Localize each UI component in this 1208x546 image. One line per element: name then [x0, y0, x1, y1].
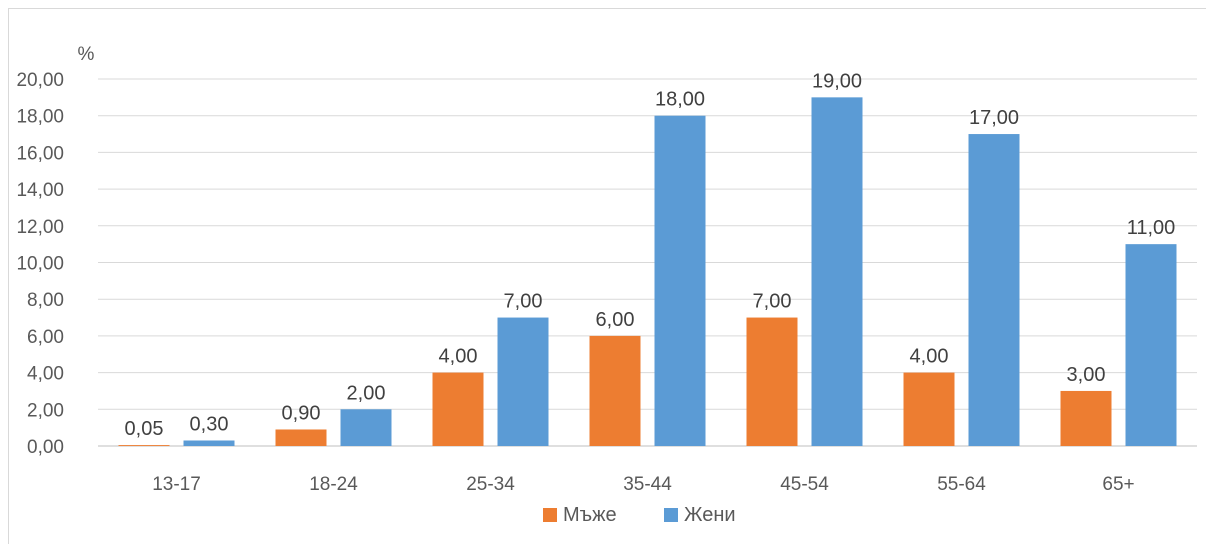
legend-label: Мъже [563, 504, 617, 526]
data-label: 17,00 [969, 107, 1019, 129]
data-label: 7,00 [753, 291, 792, 313]
data-label: 0,90 [282, 402, 321, 424]
x-axis-tick-labels: 13-17 18-24 25-34 35-44 45-54 55-64 65+ [152, 474, 1134, 495]
y-tick-label: 18,00 [16, 107, 64, 128]
gridlines [98, 78, 1197, 447]
data-labels: 0,05 0,30 0,90 2,00 4,00 7,00 6,00 18,00 7,00 19,… [125, 70, 1176, 440]
bar-women [183, 440, 235, 446]
legend-label: Жени [684, 504, 736, 526]
legend-swatch [543, 508, 557, 522]
bar-men [118, 445, 170, 446]
bar-men [903, 372, 955, 446]
x-tick-label: 45-54 [780, 474, 829, 495]
data-label: 11,00 [1127, 217, 1176, 239]
bar-men [432, 372, 484, 446]
bar-women [968, 134, 1020, 447]
bar-women [1125, 244, 1177, 446]
y-tick-label: 8,00 [27, 290, 64, 311]
x-tick-label: 25-34 [466, 474, 515, 495]
data-label: 0,30 [190, 413, 229, 435]
data-label: 7,00 [504, 291, 543, 313]
y-tick-label: 12,00 [16, 217, 64, 238]
y-axis-tick-labels: 0,00 2,00 4,00 6,00 8,00 10,00 12,00 14,00 16,00… [16, 70, 64, 458]
bar-men [589, 335, 641, 446]
x-tick-label: 18-24 [309, 474, 358, 495]
data-label: 19,00 [812, 70, 862, 92]
y-tick-label: 6,00 [27, 327, 64, 348]
legend-swatch [664, 508, 678, 522]
x-tick-label: 13-17 [152, 474, 201, 495]
y-tick-label: 20,00 [16, 70, 64, 91]
bar-women [654, 115, 706, 446]
data-label: 6,00 [596, 309, 635, 331]
legend: Мъже Жени [543, 504, 736, 526]
data-label: 3,00 [1067, 364, 1106, 386]
y-tick-label: 0,00 [27, 437, 64, 458]
data-label: 18,00 [655, 89, 705, 111]
y-tick-label: 16,00 [16, 143, 64, 164]
data-label: 2,00 [347, 382, 386, 404]
data-label: 0,05 [125, 418, 164, 440]
y-tick-label: 4,00 [27, 364, 64, 385]
bar-men [746, 317, 798, 446]
chart-frame [8, 8, 1206, 544]
bars [118, 97, 1177, 447]
bar-men [1060, 390, 1112, 446]
y-tick-label: 14,00 [16, 180, 64, 201]
bar-women [497, 317, 549, 446]
x-tick-label: 65+ [1102, 474, 1134, 495]
data-label: 4,00 [910, 346, 949, 368]
y-tick-label: 2,00 [27, 400, 64, 421]
x-tick-label: 35-44 [623, 474, 672, 495]
bar-men [275, 429, 327, 446]
x-tick-label: 55-64 [937, 474, 986, 495]
data-label: 4,00 [439, 346, 478, 368]
y-tick-label: 10,00 [16, 254, 64, 275]
bar-women [340, 409, 392, 446]
bar-women [811, 97, 863, 446]
y-axis-title: % [78, 44, 95, 65]
